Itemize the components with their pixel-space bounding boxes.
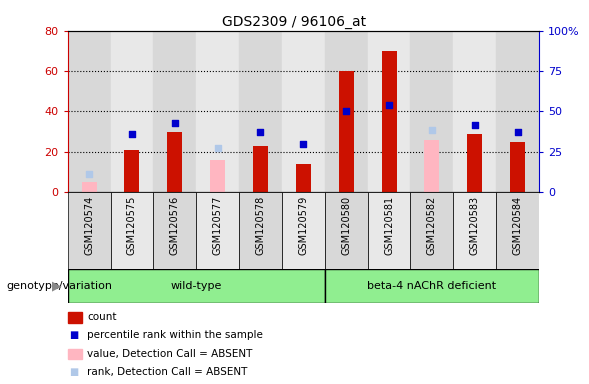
Text: beta-4 nAChR deficient: beta-4 nAChR deficient bbox=[368, 281, 497, 291]
Text: GDS2309 / 96106_at: GDS2309 / 96106_at bbox=[223, 15, 366, 29]
Point bbox=[513, 128, 522, 135]
Bar bbox=[153, 192, 196, 269]
Bar bbox=[325, 31, 368, 192]
Point bbox=[213, 145, 223, 151]
Text: value, Detection Call = ABSENT: value, Detection Call = ABSENT bbox=[87, 349, 253, 359]
Bar bbox=[82, 182, 97, 192]
Bar bbox=[496, 192, 539, 269]
Point bbox=[256, 128, 265, 135]
Text: GSM120582: GSM120582 bbox=[427, 196, 437, 255]
Bar bbox=[454, 192, 496, 269]
Text: GSM120576: GSM120576 bbox=[170, 196, 180, 255]
Text: GSM120581: GSM120581 bbox=[384, 196, 394, 255]
Bar bbox=[282, 192, 325, 269]
Bar bbox=[68, 31, 111, 192]
Text: GSM120577: GSM120577 bbox=[213, 196, 223, 255]
Text: GSM120578: GSM120578 bbox=[256, 196, 266, 255]
Bar bbox=[111, 31, 153, 192]
Point bbox=[170, 121, 180, 127]
Text: wild-type: wild-type bbox=[171, 281, 222, 291]
Bar bbox=[411, 192, 454, 269]
Bar bbox=[239, 192, 282, 269]
Bar bbox=[339, 71, 353, 192]
Bar bbox=[68, 192, 111, 269]
Text: GSM120579: GSM120579 bbox=[299, 196, 308, 255]
Point bbox=[427, 126, 436, 132]
Point bbox=[299, 141, 308, 147]
Text: GSM120580: GSM120580 bbox=[341, 196, 351, 255]
Text: ■: ■ bbox=[69, 330, 78, 340]
Bar bbox=[196, 31, 239, 192]
Bar bbox=[496, 31, 539, 192]
Bar bbox=[167, 131, 183, 192]
Text: rank, Detection Call = ABSENT: rank, Detection Call = ABSENT bbox=[87, 367, 247, 377]
Bar bbox=[153, 31, 196, 192]
Point bbox=[470, 122, 479, 129]
Bar bbox=[239, 31, 282, 192]
Bar bbox=[68, 269, 325, 303]
Bar bbox=[411, 31, 454, 192]
Bar bbox=[111, 192, 153, 269]
Bar bbox=[282, 31, 325, 192]
Point bbox=[127, 131, 137, 137]
Bar bbox=[253, 146, 268, 192]
Bar bbox=[325, 269, 539, 303]
Point bbox=[384, 102, 393, 108]
Bar bbox=[454, 31, 496, 192]
Bar bbox=[196, 192, 239, 269]
Text: genotype/variation: genotype/variation bbox=[6, 281, 112, 291]
Point bbox=[84, 171, 94, 177]
Text: ■: ■ bbox=[69, 367, 78, 377]
Text: GSM120584: GSM120584 bbox=[512, 196, 522, 255]
Bar bbox=[325, 192, 368, 269]
Text: GSM120574: GSM120574 bbox=[84, 196, 94, 255]
Text: count: count bbox=[87, 312, 117, 322]
Bar bbox=[368, 31, 411, 192]
Point bbox=[342, 108, 351, 114]
Bar bbox=[124, 150, 140, 192]
Bar bbox=[510, 142, 525, 192]
Bar bbox=[296, 164, 311, 192]
Bar bbox=[467, 134, 482, 192]
Bar bbox=[210, 160, 225, 192]
Text: GSM120575: GSM120575 bbox=[127, 196, 137, 255]
Text: percentile rank within the sample: percentile rank within the sample bbox=[87, 330, 263, 340]
Text: ▶: ▶ bbox=[52, 280, 62, 293]
Bar bbox=[382, 51, 396, 192]
Bar bbox=[368, 192, 411, 269]
Bar bbox=[424, 140, 439, 192]
Text: GSM120583: GSM120583 bbox=[469, 196, 479, 255]
